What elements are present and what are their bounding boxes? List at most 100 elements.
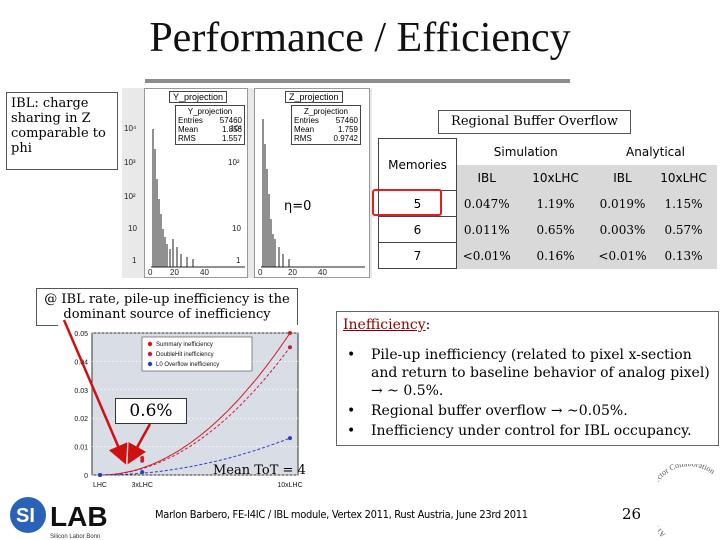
pileup-note-text: @ IBL rate, pile-up inefficiency is the …	[44, 292, 290, 322]
eta-label: η=0	[284, 199, 312, 214]
ana-ibl-cell: 0.019%	[594, 190, 651, 217]
x-tick-label: LHC	[93, 482, 107, 489]
buffer-overflow-table: Memories Simulation Analytical IBL 10xLH…	[378, 138, 717, 269]
y-tick-label: 0	[84, 473, 88, 480]
list-item: • Inefficiency under control for IBL occu…	[347, 423, 692, 439]
legend-label: Summary inefficiency	[156, 342, 213, 348]
y-mean-value: 1.856	[221, 125, 242, 134]
ana-ibl-cell: 0.003%	[594, 216, 651, 243]
z-xtick-20: 20	[288, 268, 297, 277]
z-stats-title: Z_projection	[303, 107, 349, 116]
sim-ibl-cell: <0.01%	[456, 242, 517, 269]
projection-histograms: Y_projection Y_projection Entries 57460 M…	[122, 88, 372, 278]
y-rms-label: RMS	[178, 134, 196, 143]
sim-lhc-cell: 0.16%	[516, 242, 595, 269]
silab-logo-left: SI	[16, 505, 35, 527]
regional-buffer-title: Regional Buffer Overflow	[438, 110, 631, 134]
sub-header-ana-ibl: IBL	[594, 164, 651, 191]
y-tick-1e4: 10⁴	[124, 124, 137, 133]
bullet-text: Inefficiency under control for IBL occup…	[371, 423, 692, 439]
bullet-text: Pile-up inefficiency (related to pixel x…	[371, 347, 710, 399]
y-entries-label: Entries	[178, 116, 203, 125]
ibl-charge-note-text: IBL: charge sharing in Z comparable to p…	[11, 96, 106, 156]
atlas-seal-text: ATLAS Pixel Detector Collaboration	[658, 464, 717, 539]
x-tick-label: 3xLHC	[132, 482, 153, 489]
y-tick-1e3: 10³	[124, 158, 136, 167]
y-mean-label: Mean	[178, 125, 199, 134]
silab-logo-right: LAB	[50, 501, 108, 532]
z-xtick-40: 40	[318, 268, 327, 277]
y-tick-label: 0.01	[74, 445, 88, 452]
y-projection-panel: Y_projection Y_projection Entries 57460 M…	[144, 88, 248, 278]
z-projection-title: Z_projection	[285, 91, 343, 103]
z-tick-1: 1	[236, 256, 241, 265]
page-number: 26	[622, 505, 642, 523]
list-item: • Pile-up inefficiency (related to pixel …	[347, 347, 710, 399]
ana-ibl-cell: <0.01%	[594, 242, 651, 269]
inefficiency-box: Inefficiency: • Pile-up inefficiency (rel…	[336, 311, 719, 446]
mean-tot-label: Mean ToT = 4	[213, 463, 306, 478]
analytical-header: Analytical	[594, 138, 717, 165]
legend-label: L0 Overflow inefficiency	[156, 362, 219, 368]
inefficiency-list: • Pile-up inefficiency (related to pixel …	[343, 346, 712, 440]
memories-cell: 6	[378, 216, 457, 243]
data-point	[288, 345, 292, 350]
y-tick-label: 0.03	[74, 388, 88, 395]
legend-marker	[147, 351, 153, 357]
simulation-header: Simulation	[456, 138, 595, 165]
pileup-note: @ IBL rate, pile-up inefficiency is the …	[36, 288, 298, 326]
y-xtick-20: 20	[170, 268, 179, 277]
bullet-text: Regional buffer overflow → ~0.05%.	[371, 403, 628, 419]
memories-header: Memories	[378, 138, 457, 191]
ana-lhc-cell: 0.13%	[650, 242, 717, 269]
inefficiency-heading: Inefficiency	[343, 317, 426, 333]
table-row: 6 0.011% 0.65% 0.003% 0.57%	[378, 216, 717, 243]
y-projection-title: Y_projection	[169, 91, 228, 103]
z-projection-stats: Z_projection Entries 57460 Mean 1.759 RMS 0…	[291, 105, 361, 145]
z-xtick-0: 0	[258, 268, 263, 277]
y-tick-10: 10	[128, 224, 137, 233]
data-point	[288, 331, 292, 335]
data-point	[140, 458, 145, 463]
y-tick-1: 1	[132, 256, 137, 265]
y-rms-value: 1.557	[221, 134, 242, 143]
silab-logo-sub: Silicon Labor Bonn	[50, 534, 100, 540]
legend-marker	[147, 361, 153, 367]
z-mean-label: Mean	[294, 125, 315, 134]
silab-logo-graphic: SI LAB Silicon Labor Bonn	[10, 497, 108, 540]
z-entries-label: Entries	[294, 116, 319, 125]
ana-lhc-cell: 0.57%	[650, 216, 717, 243]
z-entries-value: 57460	[335, 116, 358, 125]
y-projection-plot	[151, 129, 245, 268]
svg-text:ATLAS Pixel Detector Collabora: ATLAS Pixel Detector Collaboration	[658, 464, 717, 539]
x-tick-label: 10xLHC	[277, 482, 302, 489]
z-rms-value: 0.9742	[333, 134, 358, 143]
sim-lhc-cell: 0.65%	[516, 216, 595, 243]
ana-lhc-cell: 1.15%	[650, 190, 717, 217]
legend-label: DoubleHit inefficiency	[156, 352, 214, 358]
y-xtick-40: 40	[200, 268, 209, 277]
sub-header-ana-lhc: 10xLHC	[650, 164, 717, 191]
data-point	[140, 470, 145, 475]
data-point	[288, 436, 292, 441]
row5-highlight	[372, 189, 442, 216]
legend-marker	[147, 341, 153, 347]
y-projection-stats: Y_projection Entries 57460 Mean 1.856 RMS 1…	[175, 105, 245, 145]
memories-cell: 5	[378, 190, 457, 217]
table-row: 7 <0.01% 0.16% <0.01% 0.13%	[378, 242, 717, 269]
sim-ibl-cell: 0.047%	[456, 190, 517, 217]
sim-ibl-cell: 0.011%	[456, 216, 517, 243]
data-point	[98, 473, 102, 477]
title-underline	[145, 79, 570, 83]
y-tick-label: 0.05	[74, 331, 88, 338]
z-projection-panel: Z_projection Z_projection Entries 57460 M…	[254, 88, 370, 278]
y-tick-label: 0.04	[74, 359, 88, 366]
y-tick-1e2: 10²	[124, 192, 136, 201]
series-line	[99, 346, 291, 476]
sub-header-sim-lhc: 10xLHC	[516, 164, 595, 191]
y-xtick-0: 0	[148, 268, 153, 277]
atlas-pixel-seal: ATLAS Pixel Detector Collaboration	[658, 464, 717, 539]
y-entries-value: 57460	[219, 116, 242, 125]
z-tick-10: 10	[232, 224, 241, 233]
slide-title: Performance / Efficiency	[149, 15, 571, 61]
